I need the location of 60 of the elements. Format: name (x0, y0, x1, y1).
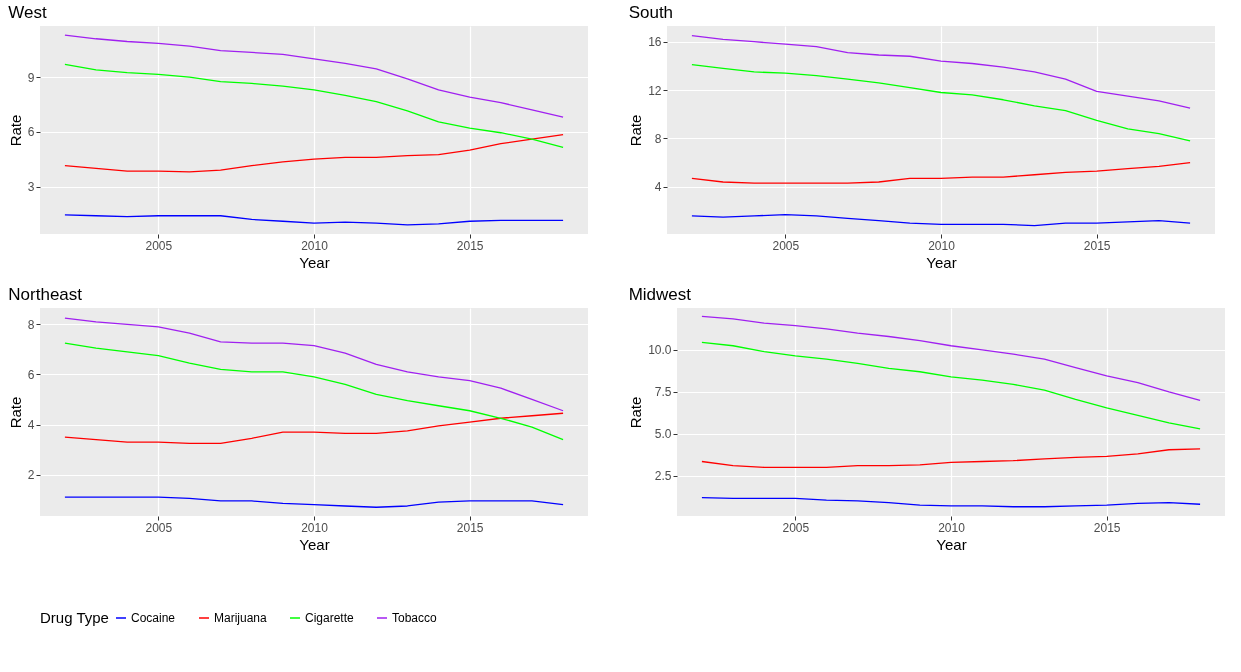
x-tick-label: 2010 (938, 520, 966, 535)
y-tick-label: 2 (27, 468, 35, 483)
y-tick-label: 12 (648, 83, 662, 98)
y-tick-label: 9 (27, 70, 35, 85)
legend-label: Marijuana (214, 611, 268, 625)
line-series (701, 315, 1201, 401)
x-tick-label: 2015 (456, 520, 484, 535)
y-axis-title: Rate (627, 114, 645, 147)
chart-title: Northeast (8, 285, 83, 304)
y-tick-label: 4 (27, 418, 35, 433)
chart-title: South (628, 3, 674, 22)
x-tick-label: 2015 (1093, 520, 1121, 535)
y-tick-label: 2.5 (654, 469, 672, 484)
line-series (691, 64, 1191, 142)
line-series (64, 412, 564, 444)
line-series (64, 342, 564, 441)
chart-title: Midwest (628, 285, 692, 304)
y-axis-title: Rate (6, 396, 24, 429)
chart-title: West (8, 3, 48, 22)
legend-label: Cocaine (131, 611, 176, 625)
x-tick-label: 2005 (782, 520, 810, 535)
x-tick-label: 2005 (145, 238, 173, 253)
x-axis-title: Year (299, 535, 330, 553)
x-tick-label: 2015 (1083, 238, 1111, 253)
line-series (64, 63, 564, 148)
x-axis-title: Year (926, 253, 957, 271)
x-tick-label: 2005 (145, 520, 173, 535)
y-tick-label: 4 (654, 180, 662, 195)
x-tick-label: 2005 (772, 238, 800, 253)
y-tick-label: 7.5 (654, 385, 672, 400)
line-series (64, 496, 564, 508)
y-tick-label: 5.0 (654, 427, 672, 442)
x-axis-title: Year (299, 253, 330, 271)
x-tick-label: 2015 (456, 238, 484, 253)
x-tick-label: 2010 (301, 520, 329, 535)
line-series (64, 34, 564, 118)
y-axis-title: Rate (6, 114, 24, 147)
legend-title: Drug Type (40, 609, 109, 626)
line-series (64, 214, 564, 226)
legend-label: Tobacco (392, 611, 438, 625)
line-series (691, 214, 1191, 227)
y-tick-label: 3 (27, 180, 35, 195)
y-tick-label: 6 (27, 367, 35, 382)
line-series (691, 162, 1191, 184)
y-tick-label: 8 (654, 131, 662, 146)
y-axis-title: Rate (627, 396, 645, 429)
y-tick-label: 6 (27, 125, 35, 140)
y-tick-label: 10.0 (648, 343, 672, 358)
line-series (701, 496, 1201, 508)
line-series (701, 341, 1201, 430)
y-tick-label: 8 (27, 317, 35, 332)
legend-label: Cigarette (305, 611, 355, 625)
x-tick-label: 2010 (928, 238, 956, 253)
x-axis-title: Year (936, 535, 967, 553)
line-series (691, 35, 1191, 109)
line-series (64, 133, 564, 173)
line-series (64, 317, 564, 412)
x-tick-label: 2010 (301, 238, 329, 253)
line-series (701, 448, 1201, 469)
y-tick-label: 16 (648, 35, 662, 50)
